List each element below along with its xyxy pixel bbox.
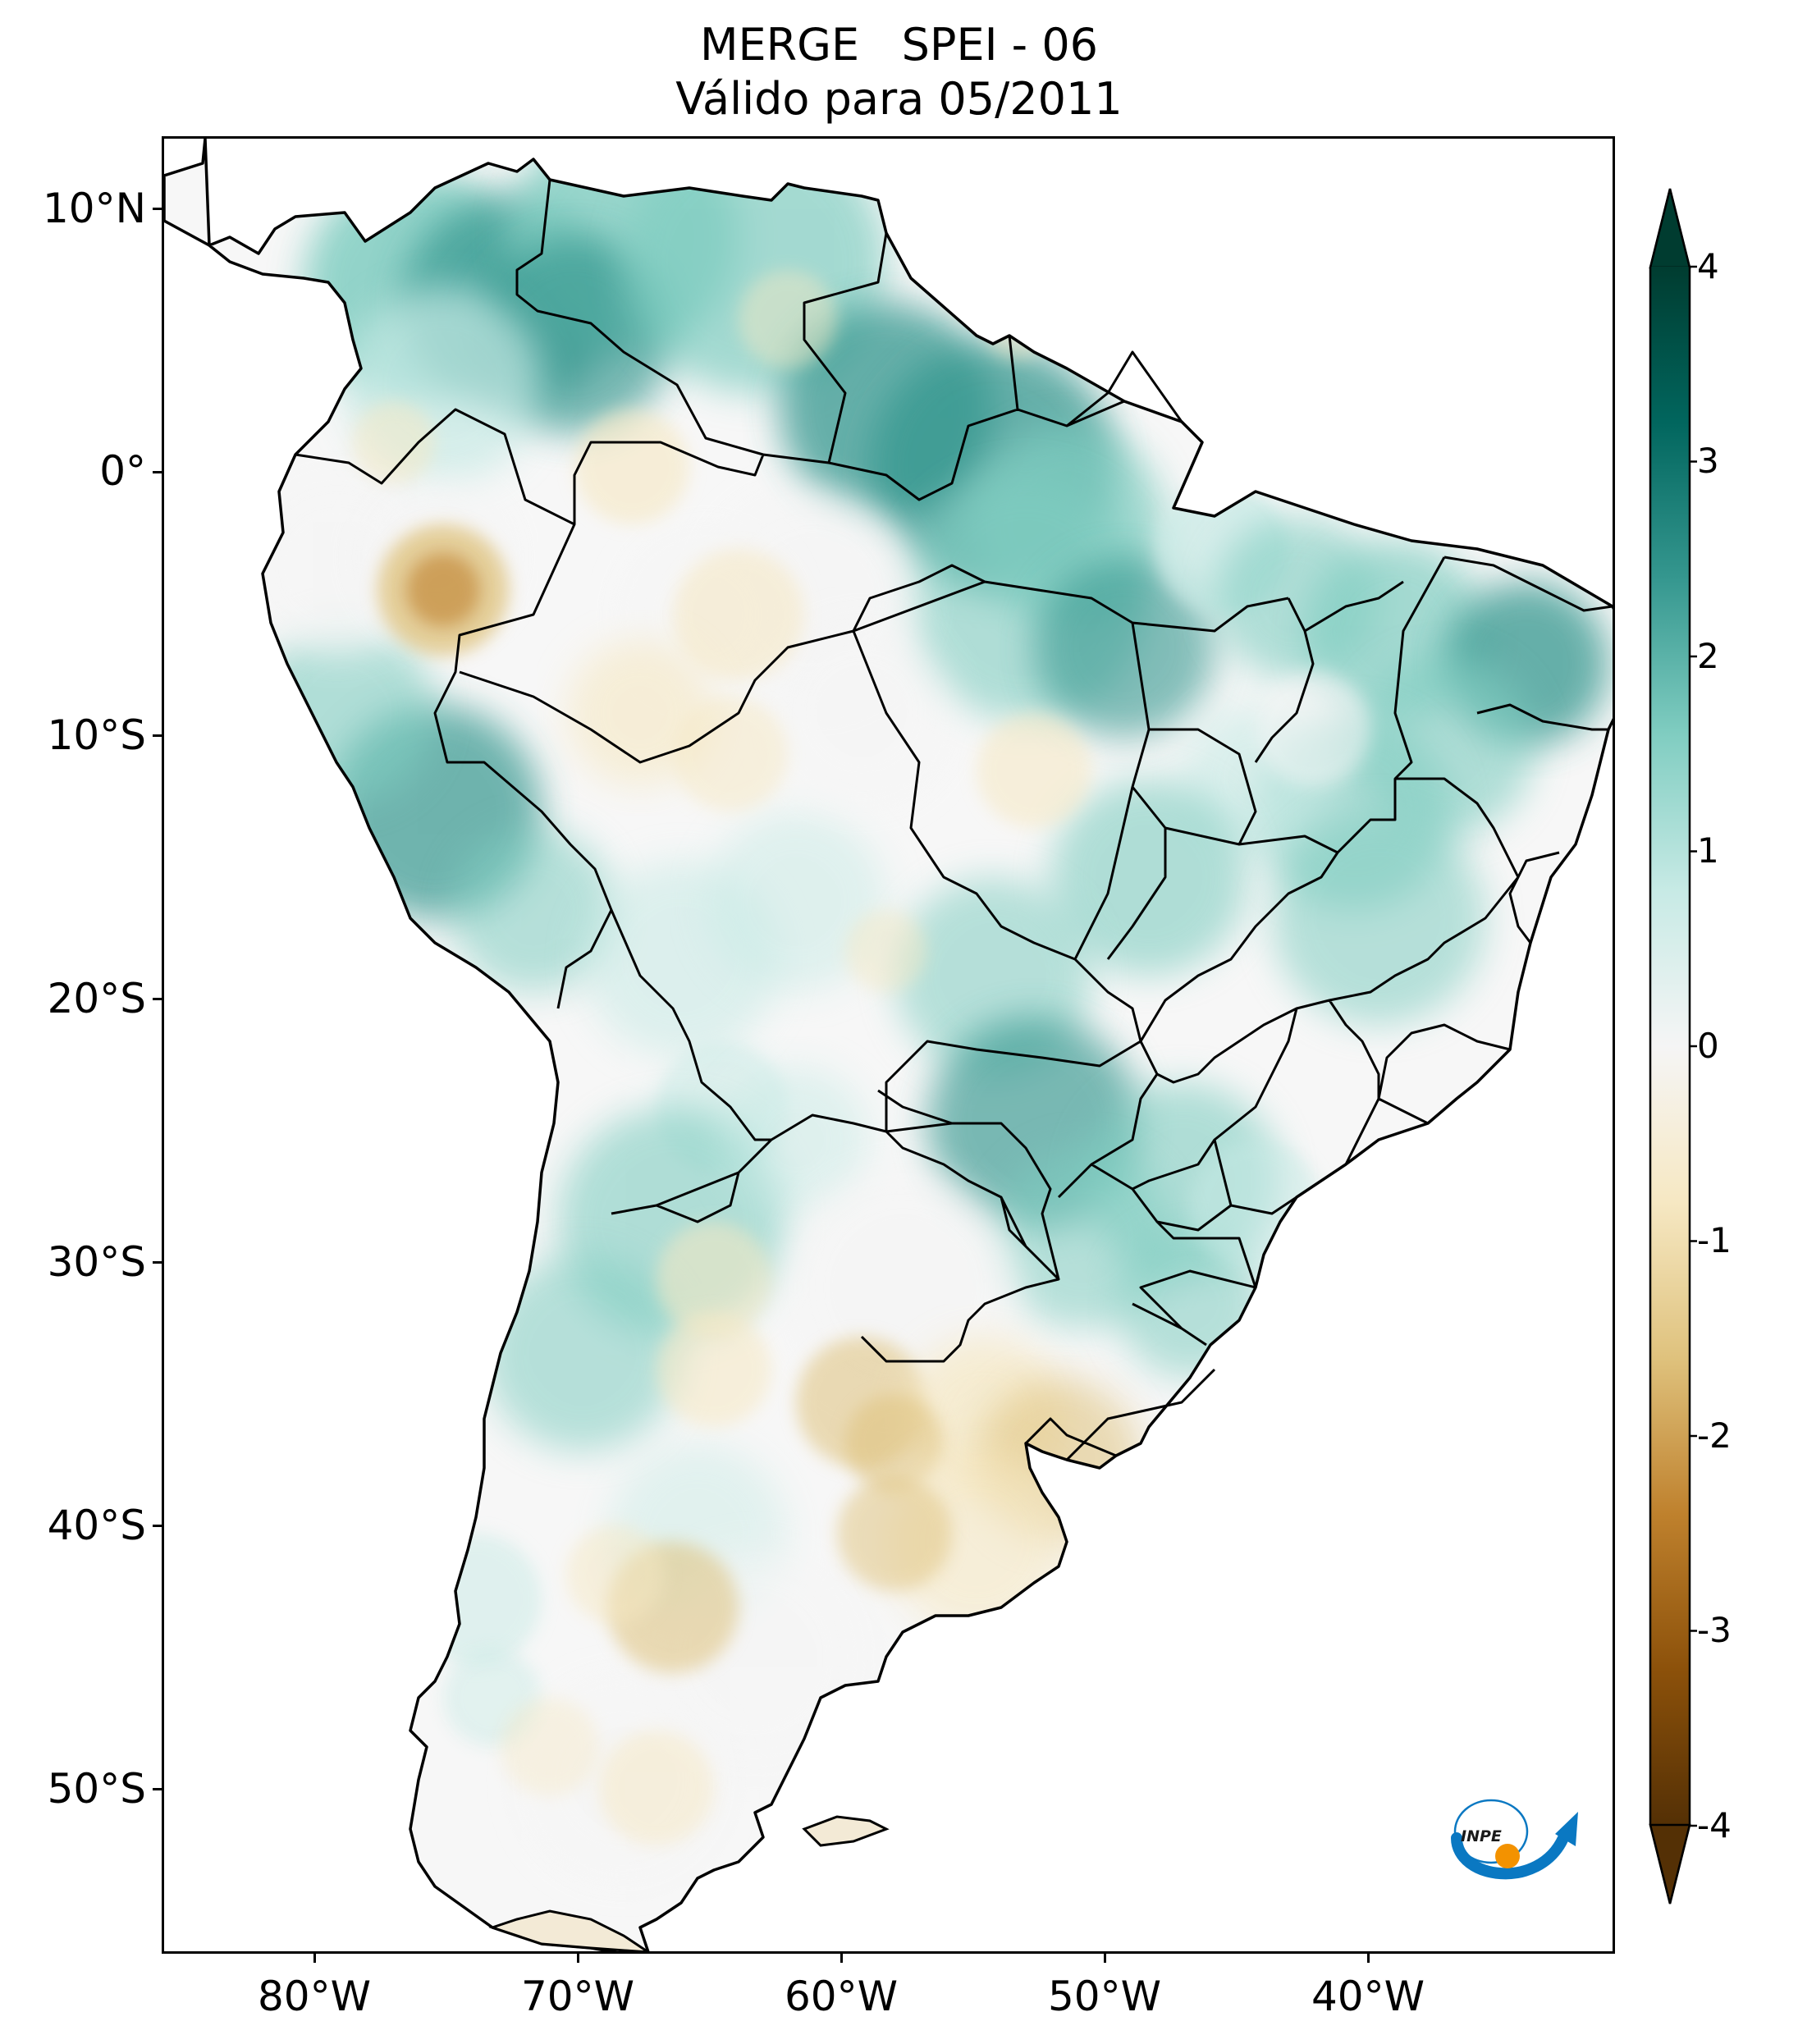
lat-label-10n: 10°N — [42, 185, 146, 232]
lat-tick-0 — [153, 471, 162, 473]
lon-tick-50w — [1104, 1954, 1106, 1963]
spei-anomaly-patch — [566, 1525, 665, 1624]
spei-anomaly-patch — [845, 1394, 944, 1493]
spei-anomaly-patch — [977, 713, 1091, 828]
colorbar-extend-max — [1649, 188, 1691, 269]
spei-anomaly-patch — [1050, 779, 1247, 976]
colorbar-label-4: 4 — [1697, 246, 1719, 286]
lat-label-0: 0° — [99, 447, 146, 495]
spei-anomaly-patch — [451, 828, 615, 992]
colorbar-label-neg1: -1 — [1697, 1220, 1732, 1260]
lat-tick-30s — [153, 1261, 162, 1264]
spei-anomaly-patch — [845, 910, 927, 992]
spei-anomaly-patch — [353, 401, 435, 483]
spei-anomaly-patch — [657, 1222, 771, 1337]
lon-label-40w: 40°W — [1311, 1973, 1425, 2020]
south-america-map — [164, 139, 1613, 1951]
spei-anomaly-patch — [1034, 557, 1215, 738]
spei-anomaly-patch — [1256, 672, 1370, 787]
title-line-1: MERGE SPEI - 06 — [699, 19, 1099, 71]
colorbar-label-3: 3 — [1697, 441, 1719, 481]
lat-label-40s: 40°S — [47, 1502, 146, 1549]
colorbar-extend-min — [1649, 1823, 1691, 1905]
lon-label-70w: 70°W — [520, 1973, 635, 2020]
lat-label-10s: 10°S — [47, 711, 146, 759]
lat-label-50s: 50°S — [47, 1765, 146, 1813]
logo-text: INPE — [1461, 1827, 1502, 1845]
lat-label-30s: 30°S — [47, 1238, 146, 1286]
lon-tick-80w — [313, 1954, 316, 1963]
lat-tick-20s — [153, 998, 162, 1000]
spei-anomaly-patch — [673, 549, 804, 680]
lat-label-20s: 20°S — [47, 975, 146, 1022]
lon-label-50w: 50°W — [1047, 1973, 1162, 2020]
lon-label-80w: 80°W — [257, 1973, 372, 2020]
spei-anomaly-patch — [599, 1731, 714, 1845]
map-panel — [162, 136, 1615, 1954]
inpe-logo: INPE — [1451, 1799, 1578, 1880]
spei-anomaly-field — [246, 139, 1608, 1878]
spei-anomaly-patch — [1272, 812, 1485, 1025]
spei-anomaly-patch — [837, 1476, 952, 1591]
colorbar-label-0: 0 — [1697, 1026, 1719, 1066]
lon-tick-40w — [1367, 1954, 1370, 1963]
spei-anomaly-patch — [657, 1312, 771, 1427]
spei-anomaly-patch — [1190, 1140, 1321, 1271]
spei-anomaly-patch — [739, 270, 837, 368]
lat-tick-40s — [153, 1525, 162, 1527]
spei-anomaly-patch — [574, 409, 689, 524]
lon-tick-70w — [577, 1954, 579, 1963]
spei-anomaly-patch — [501, 1698, 599, 1796]
spei-anomaly-patch — [944, 254, 1009, 319]
spei-anomaly-patch — [410, 1534, 542, 1665]
spei-anomaly-patch — [1313, 1173, 1444, 1304]
lat-tick-10s — [153, 734, 162, 737]
colorbar-label-2: 2 — [1697, 636, 1719, 676]
lon-tick-60w — [840, 1954, 843, 1963]
spei-anomaly-patch — [673, 697, 788, 812]
map-title: MERGE SPEI - 06 Válido para 05/2011 — [0, 18, 1798, 126]
spei-anomaly-patch — [484, 1255, 681, 1452]
colorbar-label-neg2: -2 — [1697, 1415, 1732, 1456]
title-line-2: Válido para 05/2011 — [675, 73, 1123, 125]
spei-anomaly-patch — [406, 553, 480, 627]
colorbar-gradient — [1650, 267, 1690, 1826]
spei-anomaly-patch — [706, 812, 886, 992]
colorbar — [1649, 188, 1697, 1905]
colorbar-label-1: 1 — [1697, 830, 1719, 871]
colorbar-label-neg3: -3 — [1697, 1610, 1732, 1650]
spei-anomaly-patch — [985, 295, 1050, 360]
spei-anomaly-patch — [722, 1066, 870, 1214]
coastline-and-borders — [164, 139, 1613, 1951]
lon-label-60w: 60°W — [784, 1973, 899, 2020]
lat-tick-10n — [153, 208, 162, 210]
lat-tick-50s — [153, 1788, 162, 1790]
spei-anomaly-patch — [771, 623, 952, 803]
colorbar-label-neg4: -4 — [1697, 1805, 1732, 1845]
